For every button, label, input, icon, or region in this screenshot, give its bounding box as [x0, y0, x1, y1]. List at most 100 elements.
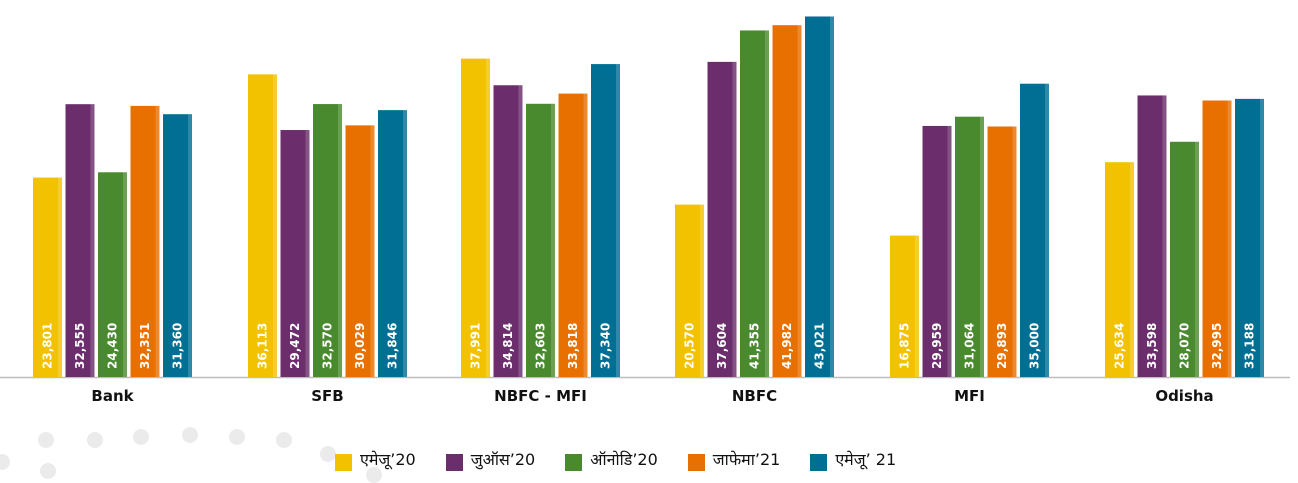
bar-value-label: 33,598	[1145, 323, 1159, 369]
legend-item: ऑनोडि’20	[565, 448, 658, 471]
legend-label: जुऑस’20	[470, 450, 536, 469]
decorative-dot	[320, 446, 336, 462]
bar	[558, 93, 588, 377]
decorative-dot	[276, 432, 292, 448]
bar-value-label: 37,604	[715, 323, 729, 369]
bar-edge-highlight	[58, 177, 62, 377]
legend-swatch	[810, 453, 828, 471]
bar-edge-highlight	[273, 74, 277, 378]
bar-value-label: 31,064	[963, 323, 977, 369]
bar-edge-highlight	[551, 103, 555, 377]
bar	[772, 25, 802, 378]
legend-swatch	[565, 453, 583, 471]
legend-swatch	[687, 453, 705, 471]
category-label: MFI	[954, 387, 985, 405]
category-label: Odisha	[1155, 387, 1213, 405]
bar	[65, 104, 95, 378]
legend-item: जुऑस’20	[445, 448, 536, 471]
decorative-dot	[87, 432, 103, 448]
category-label: SFB	[311, 387, 343, 405]
legend-item: जाफेमा’21	[687, 448, 781, 471]
decorative-dot	[0, 454, 10, 470]
bar-edge-highlight	[1260, 98, 1264, 378]
bar-value-label: 32,570	[321, 323, 335, 369]
bar	[1202, 100, 1232, 378]
bar	[1170, 141, 1199, 377]
decorative-dot	[229, 429, 245, 445]
bar-value-label: 32,995	[1210, 323, 1224, 369]
bar-value-label: 28,070	[1178, 323, 1192, 369]
bar	[922, 125, 952, 378]
bar-value-label: 32,603	[534, 323, 548, 369]
bar-value-label: 41,982	[780, 323, 794, 369]
bar	[675, 204, 704, 377]
bar	[378, 110, 407, 377]
bar-edge-highlight	[732, 61, 737, 377]
bar-edge-highlight	[1130, 162, 1134, 377]
bar-edge-highlight	[797, 25, 802, 378]
bar-value-label: 37,340	[599, 323, 613, 369]
bar-value-label: 16,875	[898, 323, 912, 369]
category-label: NBFC	[732, 387, 777, 405]
bar-value-label: 36,113	[256, 323, 270, 369]
bar-value-label: 30,029	[353, 323, 367, 369]
bar-value-label: 31,360	[171, 323, 185, 369]
bar-edge-highlight	[123, 172, 127, 377]
bar-edge-highlight	[830, 16, 834, 378]
bar	[987, 126, 1017, 377]
bar-edge-highlight	[616, 64, 620, 378]
bar-value-label: 33,818	[566, 323, 580, 369]
bar-edge-highlight	[305, 130, 310, 377]
bar-edge-highlight	[1195, 141, 1199, 377]
bar-value-label: 29,893	[995, 323, 1009, 369]
bar	[890, 235, 919, 377]
decorative-dot	[133, 429, 149, 445]
category-label: Bank	[91, 387, 134, 405]
bar-edge-highlight	[370, 125, 375, 377]
legend-swatch	[445, 453, 463, 471]
bar-edge-highlight	[915, 235, 919, 377]
bar	[345, 125, 375, 377]
legend-label: ऑनोडि’20	[590, 450, 658, 469]
bar-edge-highlight	[338, 104, 342, 377]
bar-edge-highlight	[155, 105, 160, 377]
bar-edge-highlight	[486, 58, 490, 377]
bar-edge-highlight	[700, 204, 704, 377]
legend-label: एमेजू’ 21	[835, 450, 897, 469]
bar	[280, 130, 310, 377]
bar	[805, 16, 834, 378]
bar-value-label: 33,188	[1243, 323, 1257, 369]
bar-value-label: 32,351	[138, 323, 152, 369]
bar-edge-highlight	[583, 93, 588, 377]
bar-value-label: 20,570	[683, 323, 697, 369]
legend-item: एमेजू’20	[335, 448, 416, 471]
bar-value-label: 29,959	[930, 323, 944, 369]
bar	[955, 116, 984, 377]
bar	[313, 104, 342, 377]
bar	[1105, 162, 1134, 377]
bar-edge-highlight	[1012, 126, 1017, 377]
bar	[98, 172, 127, 377]
bar	[248, 74, 277, 378]
bar-value-label: 25,634	[1113, 323, 1127, 369]
bar-value-label: 29,472	[288, 323, 302, 369]
bar	[740, 30, 769, 378]
bar-value-label: 23,801	[41, 323, 55, 369]
bar-value-label: 41,355	[748, 323, 762, 369]
bar	[163, 114, 192, 378]
bar	[130, 105, 160, 377]
bar-value-label: 32,555	[73, 323, 87, 369]
bar-value-label: 35,000	[1028, 323, 1042, 369]
bar-edge-highlight	[188, 114, 192, 378]
legend-swatch	[335, 453, 352, 471]
decorative-dot	[40, 463, 56, 479]
category-label: NBFC - MFI	[494, 387, 587, 405]
bar-edge-highlight	[1227, 100, 1232, 378]
bar	[1235, 98, 1264, 378]
bar-edge-highlight	[1045, 83, 1049, 377]
legend-label: जाफेमा’21	[712, 450, 781, 469]
bar-edge-highlight	[980, 116, 984, 377]
bar-value-label: 31,846	[386, 323, 400, 369]
bar	[707, 61, 737, 377]
